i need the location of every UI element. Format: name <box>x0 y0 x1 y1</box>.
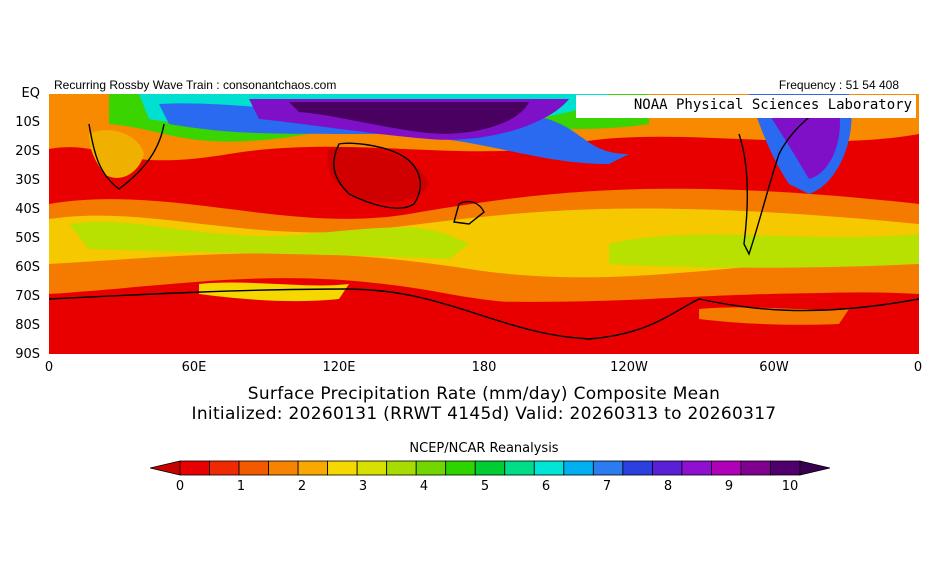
colorbar-swatch <box>474 460 506 476</box>
data-source: NCEP/NCAR Reanalysis <box>409 441 559 456</box>
y-tick-label: 30S <box>15 173 40 188</box>
colorbar-swatch <box>681 460 712 476</box>
colorbar-label: 5 <box>480 479 490 494</box>
colorbar-label: 3 <box>358 479 368 494</box>
colorbar-swatch <box>386 460 417 476</box>
colorbar-swatch <box>268 460 299 476</box>
colorbar-swatch <box>563 460 594 476</box>
y-tick-label: 60S <box>15 260 40 275</box>
x-tick-label: 0 <box>913 360 923 375</box>
colorbar-swatch <box>445 460 476 476</box>
colorbar-label: 7 <box>602 479 612 494</box>
y-tick-label: EQ <box>21 86 40 101</box>
colorbar-swatch <box>209 460 240 476</box>
x-tick-label: 60W <box>759 360 789 375</box>
colorbar-label: 4 <box>419 479 429 494</box>
colorbar <box>150 460 830 476</box>
colorbar-label: 2 <box>297 479 307 494</box>
y-tick-label: 70S <box>15 289 40 304</box>
lab-label: NOAA Physical Sciences Laboratory <box>633 97 912 113</box>
colorbar-swatch <box>327 460 358 476</box>
x-tick-label: 0 <box>44 360 54 375</box>
colorbar-label: 1 <box>236 479 246 494</box>
colorbar-swatch <box>415 460 447 476</box>
colorbar-swatch <box>297 460 329 476</box>
colorbar-swatch <box>651 460 683 476</box>
map-title: Surface Precipitation Rate (mm/day) Comp… <box>247 384 721 404</box>
colorbar-swatch <box>504 460 535 476</box>
y-tick-label: 10S <box>15 115 40 130</box>
colorbar-swatch <box>238 460 269 476</box>
colorbar-label: 8 <box>663 479 673 494</box>
precipitation-map <box>49 94 919 354</box>
x-tick-label: 120W <box>610 360 648 375</box>
colorbar-swatch <box>179 460 210 476</box>
colorbar-swatch <box>740 460 771 476</box>
colorbar-over-arrow <box>799 460 830 476</box>
y-tick-label: 20S <box>15 144 40 159</box>
header-credit: Recurring Rossby Wave Train : consonantc… <box>54 78 337 92</box>
colorbar-swatch <box>592 460 624 476</box>
colorbar-under-arrow <box>150 460 181 476</box>
x-tick-label: 60E <box>181 360 207 375</box>
colorbar-swatch <box>711 460 742 476</box>
y-tick-label: 40S <box>15 202 40 217</box>
y-tick-label: 90S <box>15 347 40 362</box>
colorbar-label: 9 <box>724 479 734 494</box>
colorbar-swatch <box>622 460 653 476</box>
x-tick-label: 180 <box>471 360 497 375</box>
colorbar-label: 0 <box>175 479 185 494</box>
colorbar-swatch <box>533 460 565 476</box>
y-tick-label: 80S <box>15 318 40 333</box>
colorbar-label: 6 <box>541 479 551 494</box>
header-frequency: Frequency : 51 54 408 <box>778 78 899 92</box>
colorbar-label: 10 <box>781 479 799 494</box>
lab-label-box: NOAA Physical Sciences Laboratory <box>576 95 916 118</box>
x-tick-label: 120E <box>322 360 356 375</box>
y-tick-label: 50S <box>15 231 40 246</box>
map-subtitle: Initialized: 20260131 (RRWT 4145d) Valid… <box>191 404 777 424</box>
colorbar-swatch <box>356 460 388 476</box>
colorbar-swatch <box>770 460 801 476</box>
